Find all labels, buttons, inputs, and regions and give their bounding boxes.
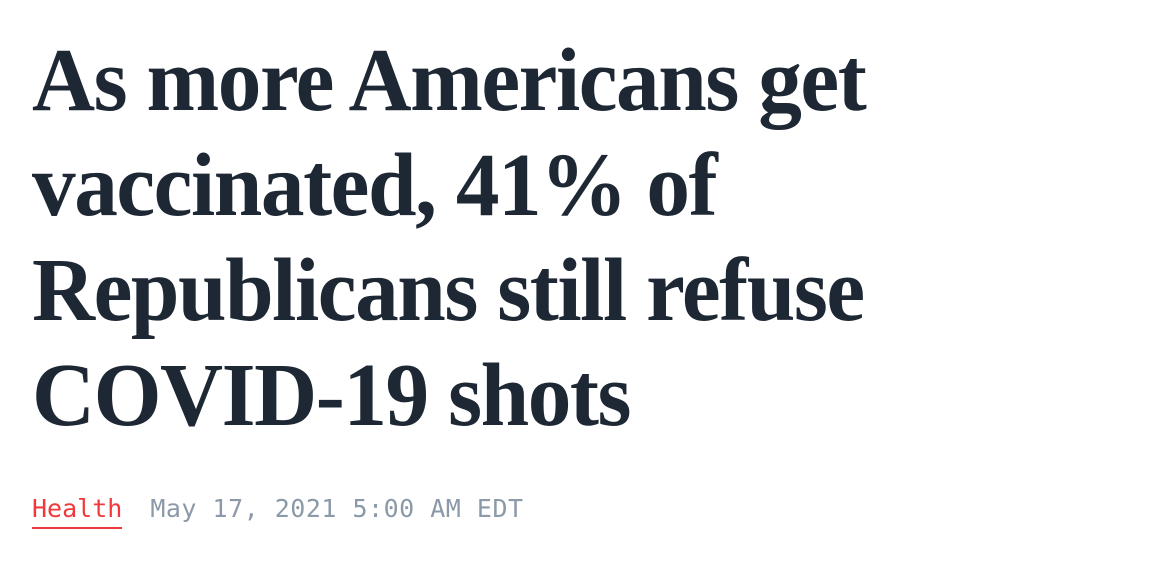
category-link-health[interactable]: Health (32, 494, 123, 529)
article-meta: Health May 17, 2021 5:00 AM EDT (32, 494, 1122, 529)
publish-timestamp: May 17, 2021 5:00 AM EDT (150, 494, 524, 523)
headline-line: Republicans still refuse (32, 241, 865, 340)
headline-line: vaccinated, 41% of (32, 136, 718, 235)
headline: As more Americans get vaccinated, 41% of… (32, 28, 1089, 448)
headline-line: COVID-19 shots (32, 346, 632, 445)
headline-line: As more Americans get (32, 31, 867, 130)
article-header: As more Americans get vaccinated, 41% of… (0, 28, 1154, 529)
